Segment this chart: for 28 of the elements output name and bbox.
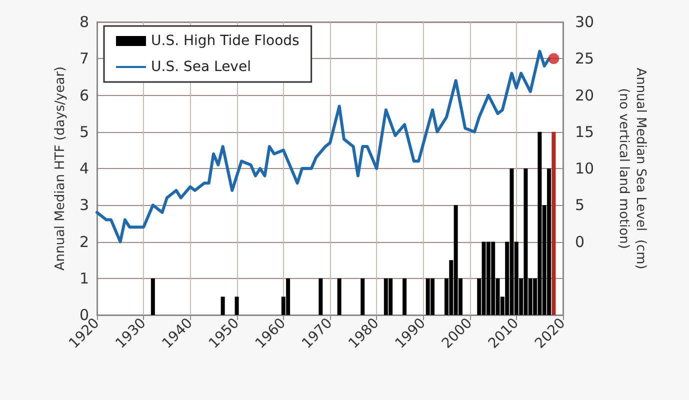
bar	[337, 278, 342, 315]
bar	[318, 278, 323, 315]
legend-label: U.S. High Tide Floods	[151, 33, 300, 49]
y-tick-label: 2	[79, 232, 89, 251]
y2-tick-label: 5	[575, 196, 585, 214]
y2-tick-label: 10	[575, 160, 594, 178]
y-tick-label: 3	[79, 196, 89, 214]
y2-tick-label: 15	[575, 122, 594, 141]
bar	[552, 132, 556, 315]
bar	[234, 296, 239, 315]
y-tick-label: 4	[79, 160, 89, 178]
y2-tick-label: 30	[575, 13, 594, 31]
y-axis-title: Annual Median HTF (days/year)	[53, 66, 68, 271]
y-tick-label: 1	[79, 269, 89, 288]
y2-tick-label: 25	[575, 50, 594, 68]
y2-tick-label: 0	[575, 232, 585, 251]
bar	[360, 278, 365, 315]
bar	[402, 278, 407, 315]
y2-axis-title: Annual Median Sea Level (cm) (no vertical land motion)	[616, 68, 648, 270]
y-tick-label: 6	[79, 86, 89, 104]
legend-label: U.S. Sea Level	[151, 59, 251, 75]
bar	[150, 278, 155, 315]
bar	[220, 296, 225, 315]
y-tick-label: 7	[79, 50, 89, 68]
y2-tick-label: 20	[575, 86, 594, 104]
y-tick-label: 0	[79, 306, 89, 324]
y-tick-label: 5	[79, 122, 89, 141]
y-tick-label: 8	[79, 13, 89, 31]
